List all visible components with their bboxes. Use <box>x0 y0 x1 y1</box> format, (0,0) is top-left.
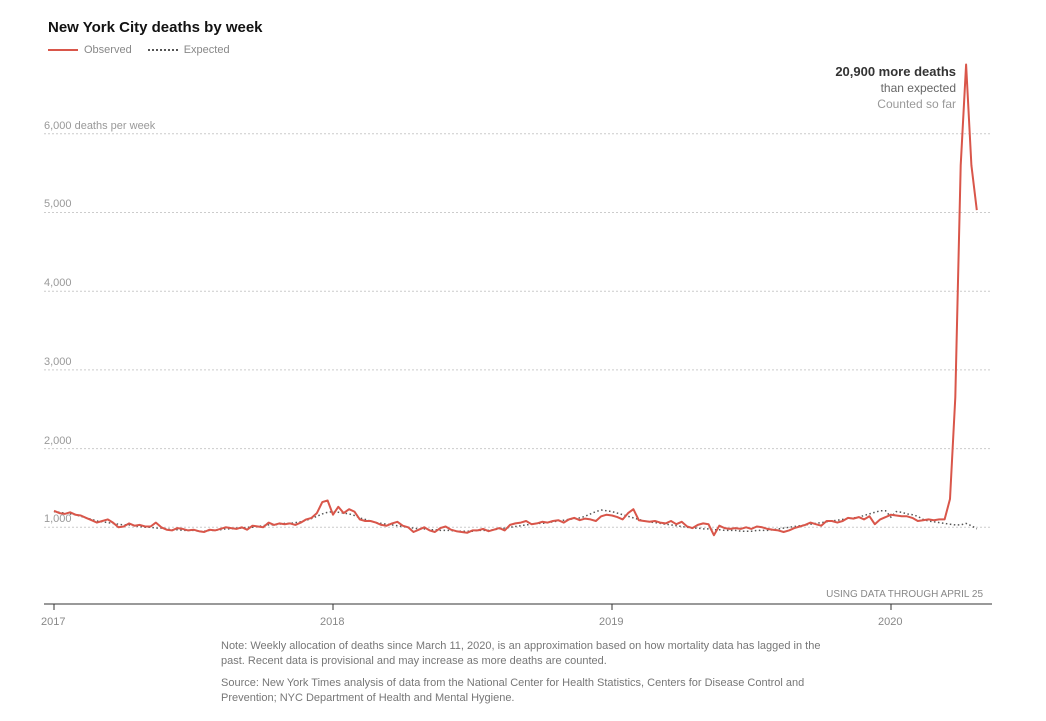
legend-observed: Observed <box>84 44 132 56</box>
expected-swatch <box>147 49 178 51</box>
legend: Observed Expected <box>48 44 230 56</box>
note-text: Note: Weekly allocation of deaths since … <box>221 640 821 667</box>
observed-line <box>53 63 978 537</box>
x-tick-label: 2019 <box>599 616 624 628</box>
expected-line <box>53 509 978 532</box>
annotation-line3: Counted so far <box>877 97 956 111</box>
y-tick-label: 3,000 <box>44 356 72 368</box>
y-tick-label: 5,000 <box>44 198 72 210</box>
y-tick-label: 6,000 deaths per week <box>44 120 156 132</box>
x-tick-label: 2017 <box>41 616 66 628</box>
annotation-headline: 20,900 more deaths <box>835 64 956 79</box>
y-tick-label: 4,000 <box>44 277 72 289</box>
x-tick-label: 2020 <box>878 616 903 628</box>
x-tick-label: 2018 <box>320 616 345 628</box>
y-tick-label: 1,000 <box>44 513 72 525</box>
observed-swatch <box>48 49 78 51</box>
legend-expected: Expected <box>183 44 230 56</box>
data-through-label: USING DATA THROUGH APRIL 25 <box>826 589 983 600</box>
y-tick-label: 2,000 <box>44 435 72 447</box>
annotation-line2: than expected <box>880 81 956 95</box>
source-text: Source: New York Times analysis of data … <box>221 677 805 704</box>
chart-title: New York City deaths by week <box>48 19 263 36</box>
excess-deaths-annotation: 20,900 more deaths than expected Counted… <box>835 64 956 112</box>
